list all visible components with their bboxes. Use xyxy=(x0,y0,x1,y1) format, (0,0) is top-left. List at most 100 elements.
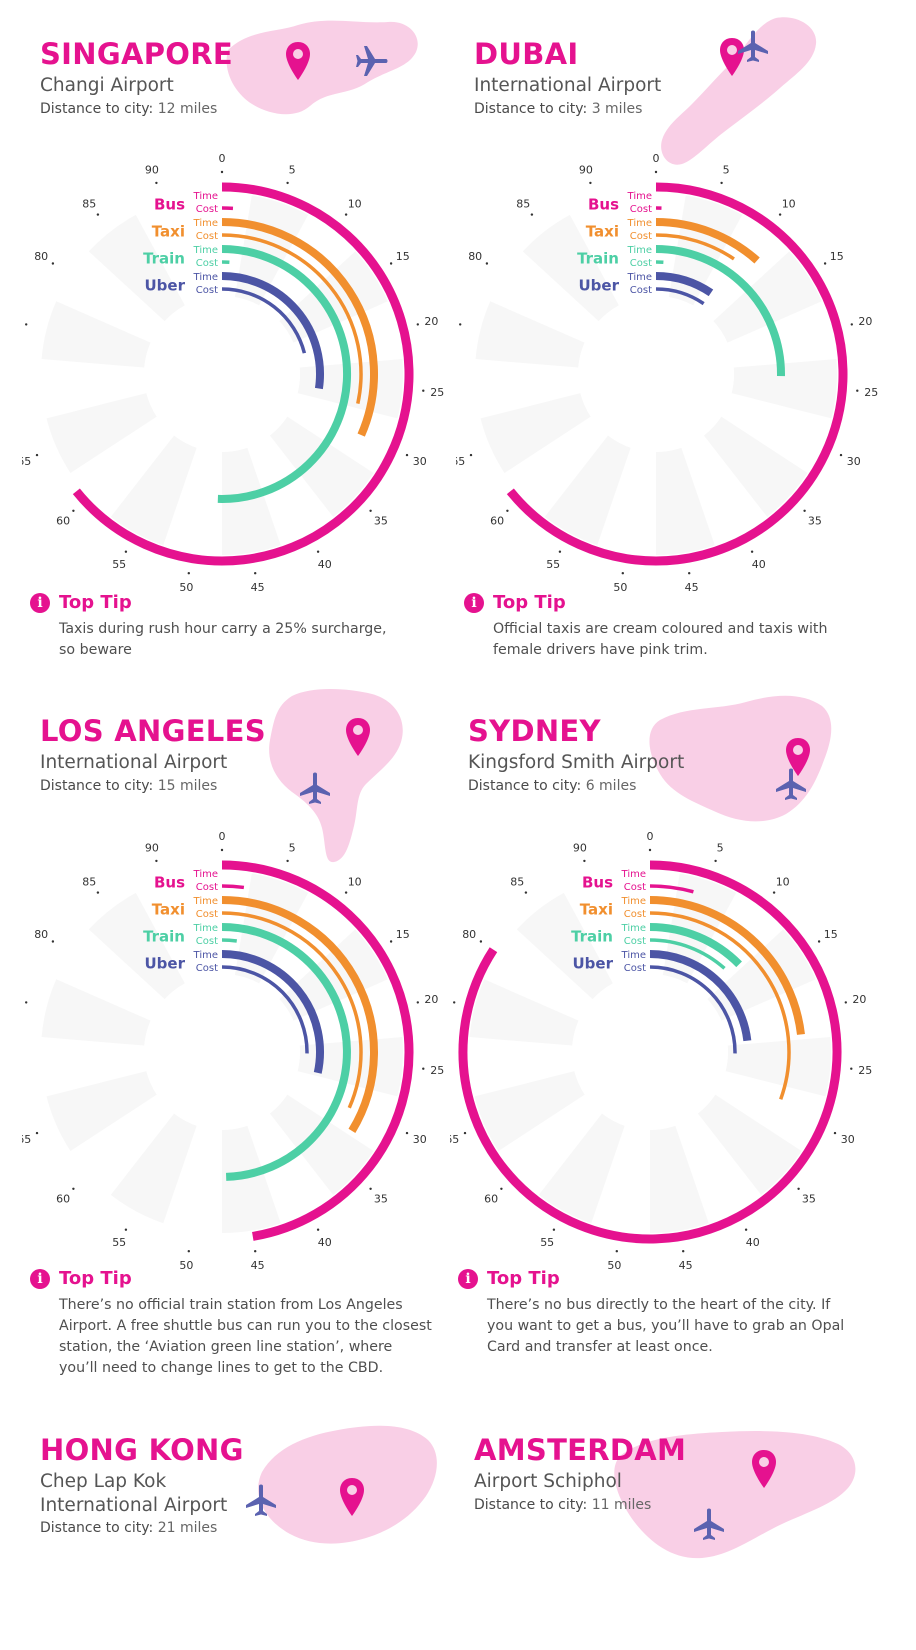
city-title: HONG KONG xyxy=(40,1433,244,1467)
cost-label: Cost xyxy=(630,204,652,215)
tick-mark xyxy=(506,509,509,512)
tick-mark xyxy=(850,1067,853,1070)
info-icon: i xyxy=(30,1268,50,1289)
tick-mark xyxy=(416,1001,419,1004)
city-panel-singapore: SINGAPORE Changi Airport Distance to cit… xyxy=(22,0,462,670)
tick-mark xyxy=(316,550,320,553)
time-arc-uber xyxy=(649,950,752,1042)
tick-mark xyxy=(844,1001,847,1004)
background-sector xyxy=(538,1113,625,1224)
background-sector xyxy=(41,301,151,368)
tick-mark xyxy=(530,213,534,216)
background-sector xyxy=(475,301,585,368)
tick-label: 45 xyxy=(685,581,699,594)
tick-mark xyxy=(720,181,723,185)
top-tip-title: Top Tip xyxy=(493,592,566,613)
legend-train: Train xyxy=(577,250,619,268)
background-sector xyxy=(269,1094,374,1195)
distance-value: 21 miles xyxy=(157,1520,218,1536)
top-tip-text: Official taxis are cream coloured and ta… xyxy=(493,621,828,658)
tick-mark xyxy=(479,940,483,943)
tick-mark xyxy=(524,891,528,894)
tick-label: 5 xyxy=(289,842,296,855)
outer-arc xyxy=(458,860,842,1244)
tick-mark xyxy=(453,1001,456,1004)
time-label: Time xyxy=(621,923,646,934)
background-sector xyxy=(88,214,185,322)
tick-mark xyxy=(833,1131,837,1135)
cost-label: Cost xyxy=(196,936,218,947)
city-panel-hong-kong: HONG KONG Chep Lap Kok International Air… xyxy=(22,1404,462,1650)
background-sector xyxy=(222,447,281,555)
background-sector xyxy=(544,435,631,546)
airport-name: Airport Schiphol xyxy=(474,1471,622,1492)
background-sector xyxy=(110,1113,197,1224)
tick-mark xyxy=(589,181,592,185)
time-arc-train xyxy=(221,923,351,1181)
cost-label: Cost xyxy=(624,936,646,947)
tick-label: 25 xyxy=(858,1064,872,1077)
background-sector xyxy=(88,892,185,1000)
tick-mark xyxy=(500,1187,503,1190)
tick-label: 50 xyxy=(179,1259,193,1272)
chart-center xyxy=(578,296,734,452)
tick-mark xyxy=(772,891,776,894)
time-label: Time xyxy=(193,191,218,202)
tick-mark xyxy=(688,572,691,575)
cost-label: Cost xyxy=(196,258,218,269)
airplane-icon xyxy=(246,1484,276,1516)
tick-label: 55 xyxy=(112,558,126,571)
tick-mark xyxy=(286,181,289,185)
background-sector xyxy=(656,447,715,555)
tick-mark xyxy=(803,509,806,512)
tick-label: 15 xyxy=(824,928,838,941)
cost-arc-uber xyxy=(655,287,705,306)
background-sector xyxy=(474,1071,585,1151)
cost-label: Cost xyxy=(196,285,218,296)
tick-mark xyxy=(463,1131,467,1135)
airplane-icon xyxy=(300,772,330,804)
cost-label: Cost xyxy=(624,963,646,974)
airport-name: Chep Lap Kok International Airport xyxy=(40,1471,228,1516)
time-arc-taxi xyxy=(221,218,378,437)
city-title: SYDNEY xyxy=(468,714,601,748)
tick-mark xyxy=(839,453,843,457)
cost-arc-taxi xyxy=(649,911,791,1100)
map-pin-icon xyxy=(340,1478,364,1516)
outer-arc xyxy=(72,182,414,566)
tick-mark xyxy=(583,859,586,863)
distance-to-city: Distance to city: 6 miles xyxy=(468,778,636,794)
tick-label: 90 xyxy=(145,164,159,177)
cost-label: Cost xyxy=(630,285,652,296)
tick-label: 65 xyxy=(450,1133,459,1146)
distance-label: Distance to city: xyxy=(474,1497,588,1513)
tick-label: 45 xyxy=(251,1259,265,1272)
tick-mark xyxy=(96,891,100,894)
tick-mark xyxy=(155,859,158,863)
distance-to-city: Distance to city: 3 miles xyxy=(474,101,642,117)
tick-label: 60 xyxy=(56,1192,70,1205)
cost-arc-taxi xyxy=(221,233,363,405)
time-label: Time xyxy=(627,245,652,256)
tick-mark xyxy=(389,262,393,265)
tick-label: 80 xyxy=(468,250,482,263)
background-sector xyxy=(469,979,579,1046)
city-panel-dubai: DUBAI International Airport Distance to … xyxy=(456,0,896,670)
time-label: Time xyxy=(193,272,218,283)
tick-mark xyxy=(72,509,75,512)
airplane-icon xyxy=(356,46,388,76)
tick-label: 65 xyxy=(456,455,465,468)
tick-label: 80 xyxy=(462,928,476,941)
tick-label: 10 xyxy=(348,876,362,889)
cost-arc-bus xyxy=(649,884,694,894)
tick-mark xyxy=(35,1131,39,1135)
distance-to-city: Distance to city: 15 miles xyxy=(40,778,217,794)
tick-label: 10 xyxy=(348,198,362,211)
chart-center xyxy=(144,974,300,1130)
distance-value: 6 miles xyxy=(585,778,637,794)
cost-label: Cost xyxy=(196,204,218,215)
tick-mark xyxy=(254,1250,257,1253)
background-sector xyxy=(110,435,197,546)
distance-label: Distance to city: xyxy=(40,778,154,794)
top-tip: i Top Tip Official taxis are cream colour… xyxy=(464,592,894,661)
